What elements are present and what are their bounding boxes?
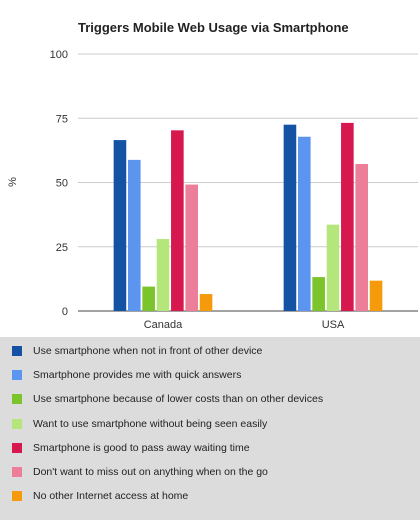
legend-item: Use smartphone when not in front of othe… xyxy=(12,343,262,359)
bar xyxy=(341,122,354,311)
bar xyxy=(355,164,368,311)
legend-swatch xyxy=(12,346,22,356)
legend-swatch xyxy=(12,491,22,502)
bar xyxy=(156,239,170,311)
bar xyxy=(113,140,127,311)
legend-label: Want to use smartphone without being see… xyxy=(33,417,268,430)
bar xyxy=(171,130,184,311)
legend-item: Want to use smartphone without being see… xyxy=(12,416,267,432)
y-tick-label: 100 xyxy=(50,49,68,61)
y-tick-label: 75 xyxy=(56,113,68,125)
y-axis-title: % xyxy=(7,177,19,187)
legend-item: Smartphone is good to pass away waiting … xyxy=(12,440,250,456)
bar xyxy=(142,286,155,311)
legend-label: Smartphone provides me with quick answer… xyxy=(33,369,242,382)
legend-swatch xyxy=(12,370,22,381)
bar-chart: Triggers Mobile Web Usage via Smartphone… xyxy=(7,20,418,331)
x-tick-label: USA xyxy=(322,319,345,331)
bar xyxy=(298,136,311,311)
legend-item: Smartphone provides me with quick answer… xyxy=(12,367,241,383)
legend-item: Don't want to miss out on anything when … xyxy=(12,464,268,480)
y-tick-label: 0 xyxy=(62,306,68,318)
legend-item: Use smartphone because of lower costs th… xyxy=(12,391,323,407)
bars xyxy=(113,122,383,312)
legend-swatch xyxy=(12,418,22,429)
bar xyxy=(312,277,325,311)
bar xyxy=(283,124,297,312)
y-tick-label: 50 xyxy=(56,178,68,190)
legend-label: No other Internet access at home xyxy=(33,490,189,503)
legend-swatch xyxy=(12,394,22,405)
legend-label: Don't want to miss out on anything when … xyxy=(33,466,268,478)
legend-swatch xyxy=(12,467,22,477)
legend-swatch xyxy=(12,442,22,453)
bar xyxy=(185,184,198,311)
legend-label: Use smartphone when not in front of othe… xyxy=(33,345,263,357)
legend-label: Use smartphone because of lower costs th… xyxy=(33,393,324,406)
x-tick-label: Canada xyxy=(144,319,183,331)
legend: Use smartphone when not in front of othe… xyxy=(0,337,420,520)
chart-title: Triggers Mobile Web Usage via Smartphone xyxy=(78,20,349,35)
bar xyxy=(128,159,141,311)
legend-item: No other Internet access at home xyxy=(12,488,188,504)
tick-labels: 0 25 50 75 100 Canada USA xyxy=(50,49,345,331)
bar xyxy=(199,294,213,311)
legend-label: Smartphone is good to pass away waiting … xyxy=(33,441,250,454)
y-tick-label: 25 xyxy=(56,242,68,254)
bar xyxy=(369,280,383,311)
bar xyxy=(326,224,340,311)
